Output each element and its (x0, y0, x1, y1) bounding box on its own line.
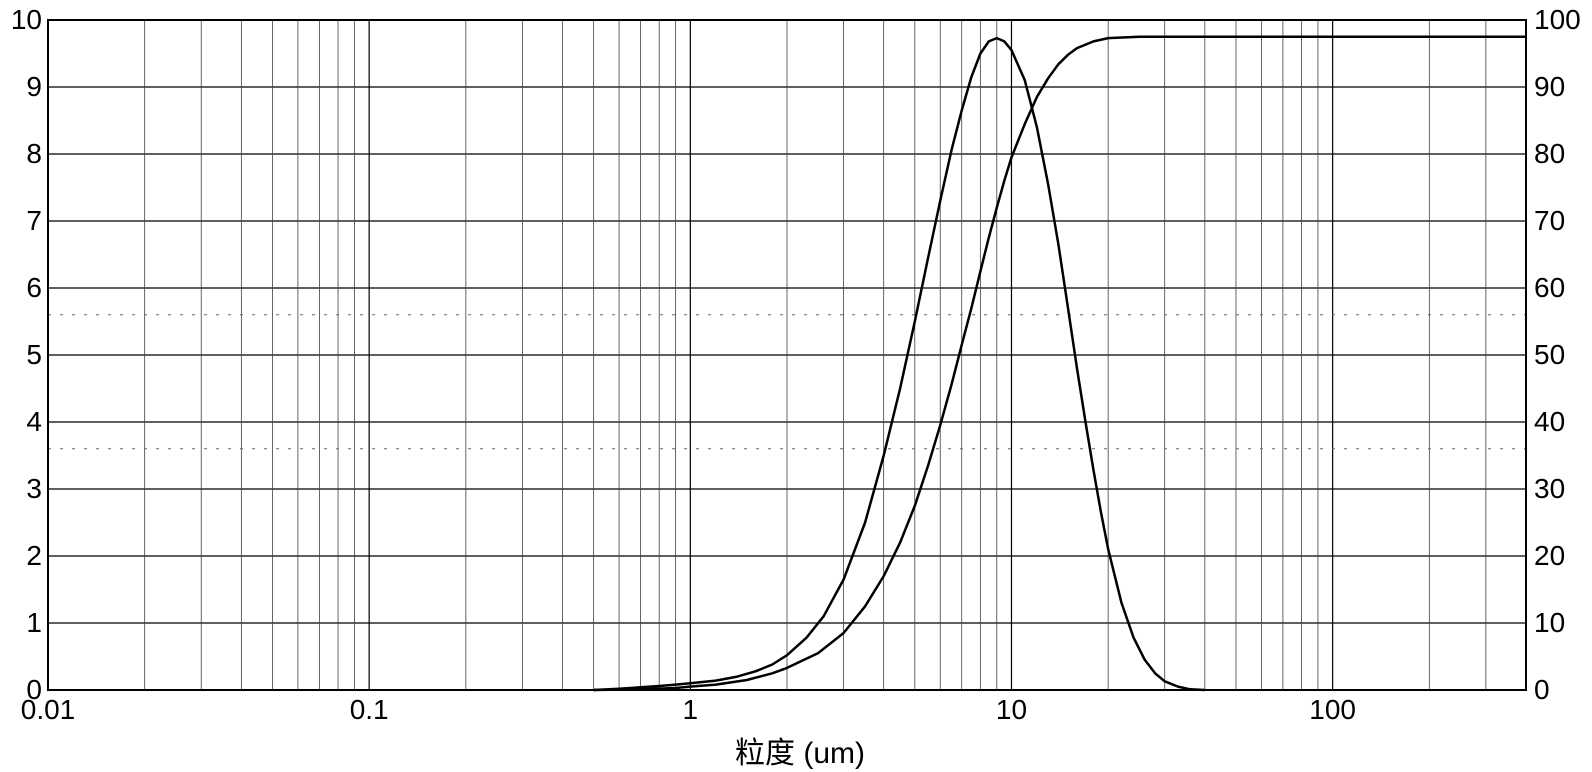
chart-svg (0, 0, 1592, 763)
x-tick-label: 0.01 (21, 694, 76, 726)
y-right-tick-label: 100 (1534, 4, 1592, 36)
y-left-tick-label: 6 (2, 272, 42, 304)
y-left-tick-label: 3 (2, 473, 42, 505)
x-tick-label: 10 (996, 694, 1027, 726)
y-left-tick-label: 10 (2, 4, 42, 36)
y-right-tick-label: 10 (1534, 607, 1592, 639)
y-left-tick-label: 4 (2, 406, 42, 438)
x-tick-label: 0.1 (350, 694, 389, 726)
y-right-tick-label: 80 (1534, 138, 1592, 170)
y-left-tick-label: 2 (2, 540, 42, 572)
x-axis-label: 粒度 (um) (600, 728, 1000, 772)
y-left-tick-label: 8 (2, 138, 42, 170)
y-left-tick-label: 9 (2, 71, 42, 103)
y-right-tick-label: 20 (1534, 540, 1592, 572)
y-right-tick-label: 50 (1534, 339, 1592, 371)
y-right-tick-label: 40 (1534, 406, 1592, 438)
y-left-tick-label: 1 (2, 607, 42, 639)
y-left-tick-label: 7 (2, 205, 42, 237)
y-right-tick-label: 30 (1534, 473, 1592, 505)
x-tick-label: 100 (1309, 694, 1356, 726)
y-left-tick-label: 5 (2, 339, 42, 371)
particle-size-chart: 0 1 2 3 4 5 6 7 8 9 100 10 20 30 40 50 60 70 80 90 100 0.01 0.… (0, 0, 1592, 763)
y-right-tick-label: 70 (1534, 205, 1592, 237)
y-right-tick-label: 90 (1534, 71, 1592, 103)
y-right-tick-label: 60 (1534, 272, 1592, 304)
y-right-tick-label: 0 (1534, 674, 1592, 706)
x-tick-label: 1 (683, 694, 699, 726)
